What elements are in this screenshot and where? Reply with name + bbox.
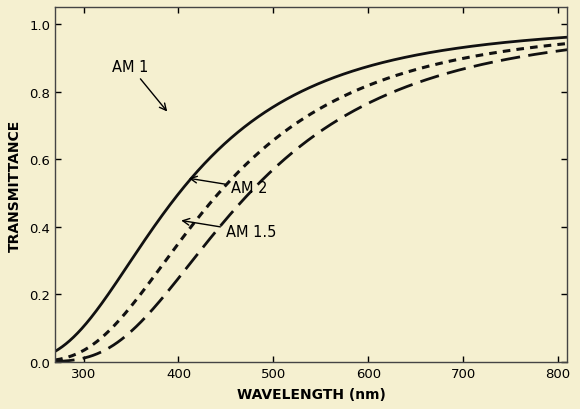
Text: AM 1: AM 1 [112, 60, 166, 111]
Text: AM 1.5: AM 1.5 [183, 219, 276, 240]
Y-axis label: TRANSMITTANCE: TRANSMITTANCE [8, 119, 23, 251]
Text: AM 2: AM 2 [190, 177, 267, 196]
X-axis label: WAVELENGTH (nm): WAVELENGTH (nm) [237, 387, 386, 401]
